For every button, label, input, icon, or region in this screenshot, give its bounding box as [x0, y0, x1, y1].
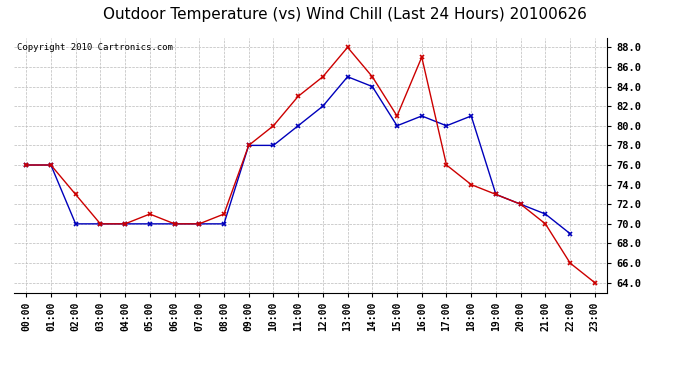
Text: Outdoor Temperature (vs) Wind Chill (Last 24 Hours) 20100626: Outdoor Temperature (vs) Wind Chill (Las…	[103, 8, 587, 22]
Text: Copyright 2010 Cartronics.com: Copyright 2010 Cartronics.com	[17, 43, 172, 52]
